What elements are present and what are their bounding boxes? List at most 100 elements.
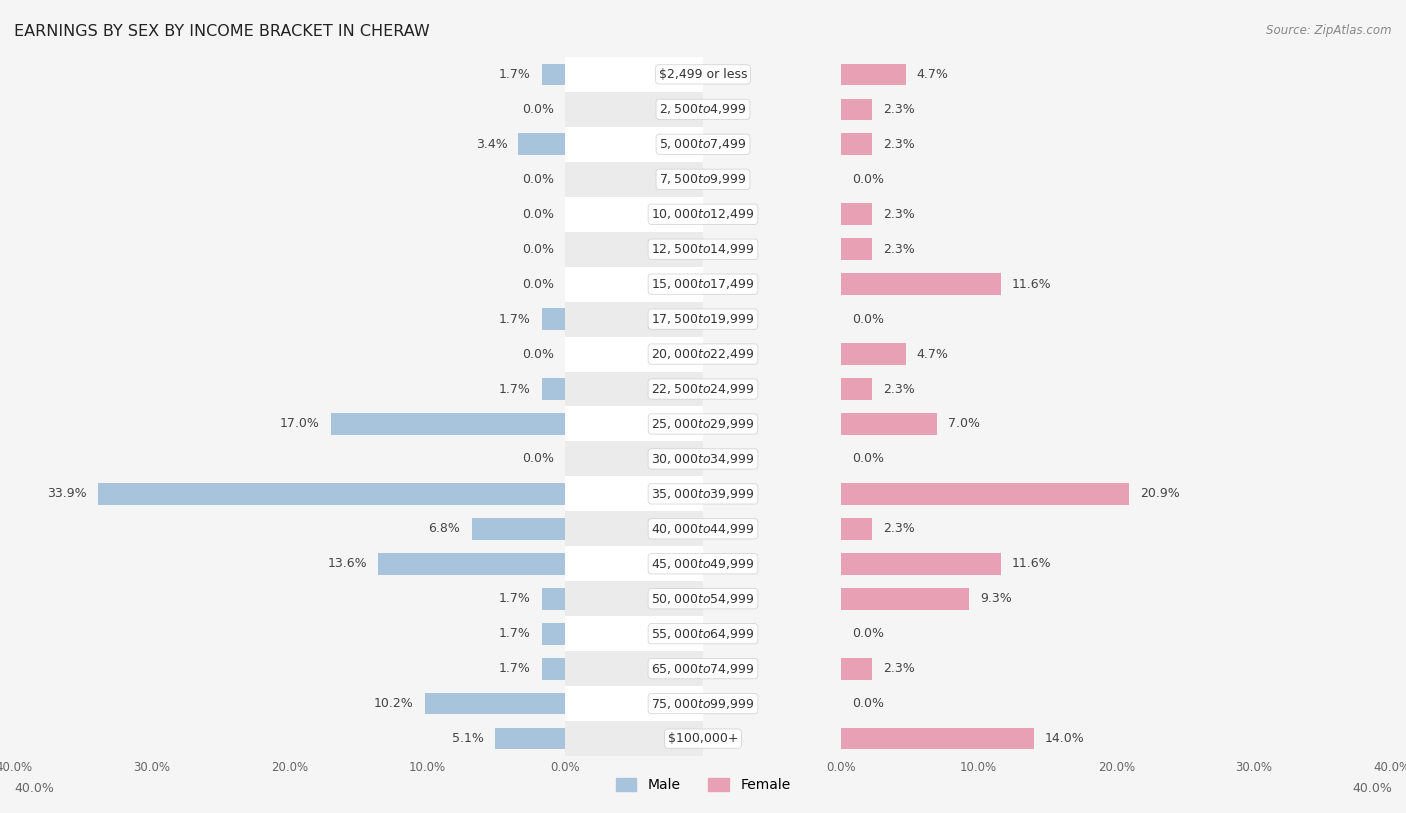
Bar — [0, 651, 841, 686]
Text: 3.4%: 3.4% — [475, 138, 508, 150]
Bar — [0, 162, 703, 197]
Bar — [0, 197, 841, 232]
Bar — [841, 518, 873, 540]
Bar — [841, 63, 905, 85]
Text: 4.7%: 4.7% — [917, 68, 949, 80]
Bar — [565, 302, 1406, 337]
Bar — [565, 267, 1406, 302]
Bar — [0, 162, 841, 197]
Text: 2.3%: 2.3% — [883, 138, 915, 150]
Text: 0.0%: 0.0% — [852, 628, 884, 640]
Bar — [565, 441, 1406, 476]
Bar — [541, 658, 565, 680]
Text: $20,000 to $22,499: $20,000 to $22,499 — [651, 347, 755, 361]
Text: 0.0%: 0.0% — [522, 208, 554, 220]
Text: $2,499 or less: $2,499 or less — [659, 68, 747, 80]
Bar — [0, 57, 703, 92]
Bar — [841, 343, 905, 365]
Text: 0.0%: 0.0% — [522, 103, 554, 115]
Bar — [565, 581, 1406, 616]
Text: $17,500 to $19,999: $17,500 to $19,999 — [651, 312, 755, 326]
Text: 2.3%: 2.3% — [883, 383, 915, 395]
Bar — [565, 686, 1406, 721]
Bar — [0, 267, 841, 302]
Bar — [0, 476, 841, 511]
Bar — [0, 92, 841, 127]
Bar — [565, 406, 1406, 441]
Text: 0.0%: 0.0% — [522, 173, 554, 185]
Bar — [0, 57, 841, 92]
Bar — [841, 133, 873, 155]
Text: 5.1%: 5.1% — [453, 733, 484, 745]
Text: 6.8%: 6.8% — [429, 523, 461, 535]
Text: $25,000 to $29,999: $25,000 to $29,999 — [651, 417, 755, 431]
Text: 10.2%: 10.2% — [374, 698, 413, 710]
Bar — [0, 406, 703, 441]
Text: $12,500 to $14,999: $12,500 to $14,999 — [651, 242, 755, 256]
Bar — [541, 588, 565, 610]
Text: $65,000 to $74,999: $65,000 to $74,999 — [651, 662, 755, 676]
Bar — [0, 616, 703, 651]
Bar — [425, 693, 565, 715]
Text: 9.3%: 9.3% — [980, 593, 1012, 605]
Bar — [330, 413, 565, 435]
Text: $35,000 to $39,999: $35,000 to $39,999 — [651, 487, 755, 501]
Bar — [841, 413, 938, 435]
Bar — [565, 616, 1406, 651]
Bar — [0, 511, 841, 546]
Bar — [0, 232, 841, 267]
Bar — [0, 337, 703, 372]
Bar — [841, 588, 969, 610]
Text: 0.0%: 0.0% — [522, 278, 554, 290]
Text: Source: ZipAtlas.com: Source: ZipAtlas.com — [1267, 24, 1392, 37]
Text: $2,500 to $4,999: $2,500 to $4,999 — [659, 102, 747, 116]
Bar — [0, 92, 703, 127]
Bar — [0, 651, 703, 686]
Bar — [0, 197, 703, 232]
Bar — [541, 623, 565, 645]
Text: 0.0%: 0.0% — [852, 453, 884, 465]
Text: 7.0%: 7.0% — [948, 418, 980, 430]
Bar — [565, 372, 1406, 406]
Text: 40.0%: 40.0% — [14, 782, 53, 795]
Bar — [0, 372, 841, 406]
Text: $22,500 to $24,999: $22,500 to $24,999 — [651, 382, 755, 396]
Text: 33.9%: 33.9% — [48, 488, 87, 500]
Text: $30,000 to $34,999: $30,000 to $34,999 — [651, 452, 755, 466]
Bar — [0, 302, 841, 337]
Bar — [0, 581, 841, 616]
Bar — [565, 337, 1406, 372]
Text: 0.0%: 0.0% — [522, 348, 554, 360]
Bar — [0, 616, 841, 651]
Bar — [0, 686, 841, 721]
Text: $5,000 to $7,499: $5,000 to $7,499 — [659, 137, 747, 151]
Bar — [0, 511, 703, 546]
Bar — [0, 127, 703, 162]
Bar — [0, 721, 841, 756]
Text: 2.3%: 2.3% — [883, 103, 915, 115]
Text: 1.7%: 1.7% — [499, 593, 531, 605]
Text: 1.7%: 1.7% — [499, 68, 531, 80]
Bar — [565, 197, 1406, 232]
Text: 13.6%: 13.6% — [328, 558, 367, 570]
Text: 1.7%: 1.7% — [499, 663, 531, 675]
Text: $7,500 to $9,999: $7,500 to $9,999 — [659, 172, 747, 186]
Text: 0.0%: 0.0% — [852, 313, 884, 325]
Bar — [519, 133, 565, 155]
Text: 2.3%: 2.3% — [883, 243, 915, 255]
Bar — [841, 203, 873, 225]
Bar — [0, 476, 703, 511]
Text: 1.7%: 1.7% — [499, 628, 531, 640]
Bar — [0, 546, 703, 581]
Bar — [495, 728, 565, 750]
Bar — [0, 441, 841, 476]
Bar — [565, 511, 1406, 546]
Text: 1.7%: 1.7% — [499, 383, 531, 395]
Text: 20.9%: 20.9% — [1140, 488, 1180, 500]
Text: $45,000 to $49,999: $45,000 to $49,999 — [651, 557, 755, 571]
Text: 0.0%: 0.0% — [852, 698, 884, 710]
Text: 11.6%: 11.6% — [1012, 278, 1052, 290]
Bar — [0, 546, 841, 581]
Text: EARNINGS BY SEX BY INCOME BRACKET IN CHERAW: EARNINGS BY SEX BY INCOME BRACKET IN CHE… — [14, 24, 430, 39]
Text: 2.3%: 2.3% — [883, 208, 915, 220]
